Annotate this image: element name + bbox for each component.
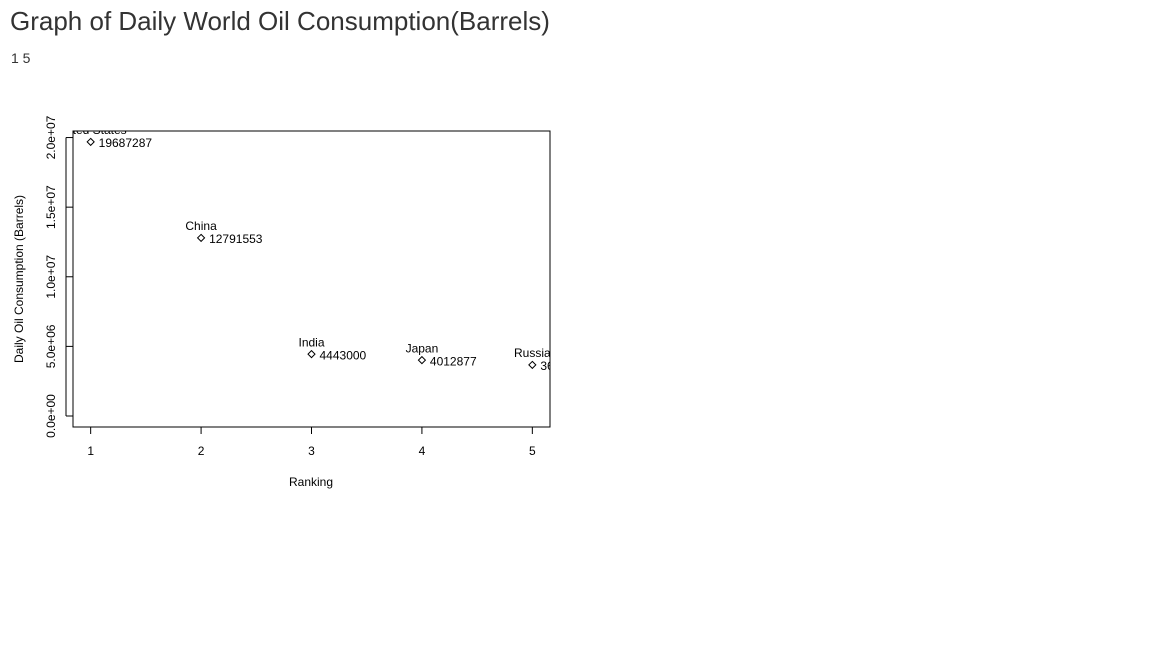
point-label: Japan bbox=[406, 341, 439, 355]
point-label: India bbox=[298, 335, 324, 349]
point bbox=[528, 360, 537, 370]
y-tick-label: 5.0e+06 bbox=[44, 324, 58, 368]
chart: Ranking Daily Oil Consumption (Barrels) … bbox=[12, 115, 587, 489]
x-axis-label: Ranking bbox=[289, 475, 333, 489]
point bbox=[196, 233, 206, 243]
value-label: 4443000 bbox=[320, 348, 367, 362]
y-tick-label: 0.0e+00 bbox=[44, 394, 58, 438]
y-tick-label: 1.5e+07 bbox=[44, 185, 58, 229]
plot-box bbox=[72, 130, 551, 428]
point-label: China bbox=[185, 219, 217, 233]
y-tick-label: 1.0e+07 bbox=[44, 255, 58, 299]
value-label: 19687287 bbox=[99, 136, 153, 150]
y-tick-label: 2.0e+07 bbox=[44, 115, 58, 159]
y-axis-label: Daily Oil Consumption (Barrels) bbox=[12, 195, 26, 363]
page-title: Graph of Daily World Oil Consumption(Bar… bbox=[10, 6, 550, 36]
point-label: Russia bbox=[514, 346, 551, 360]
plot-area: United States19687287China12791553India4… bbox=[55, 123, 587, 373]
point bbox=[417, 355, 427, 365]
x-tick-label: 3 bbox=[308, 444, 315, 458]
x-tick-label: 5 bbox=[529, 444, 536, 458]
value-label: 4012877 bbox=[430, 354, 477, 368]
x-tick-label: 2 bbox=[198, 444, 205, 458]
point-label: United States bbox=[55, 123, 127, 137]
point bbox=[86, 137, 95, 147]
value-label: 3670000 bbox=[540, 359, 587, 373]
x-tick-label: 1 bbox=[87, 444, 94, 458]
x-tick-label: 4 bbox=[419, 444, 426, 458]
point bbox=[307, 349, 316, 359]
value-label: 12791553 bbox=[209, 232, 263, 246]
range-text: 1 5 bbox=[11, 50, 31, 66]
